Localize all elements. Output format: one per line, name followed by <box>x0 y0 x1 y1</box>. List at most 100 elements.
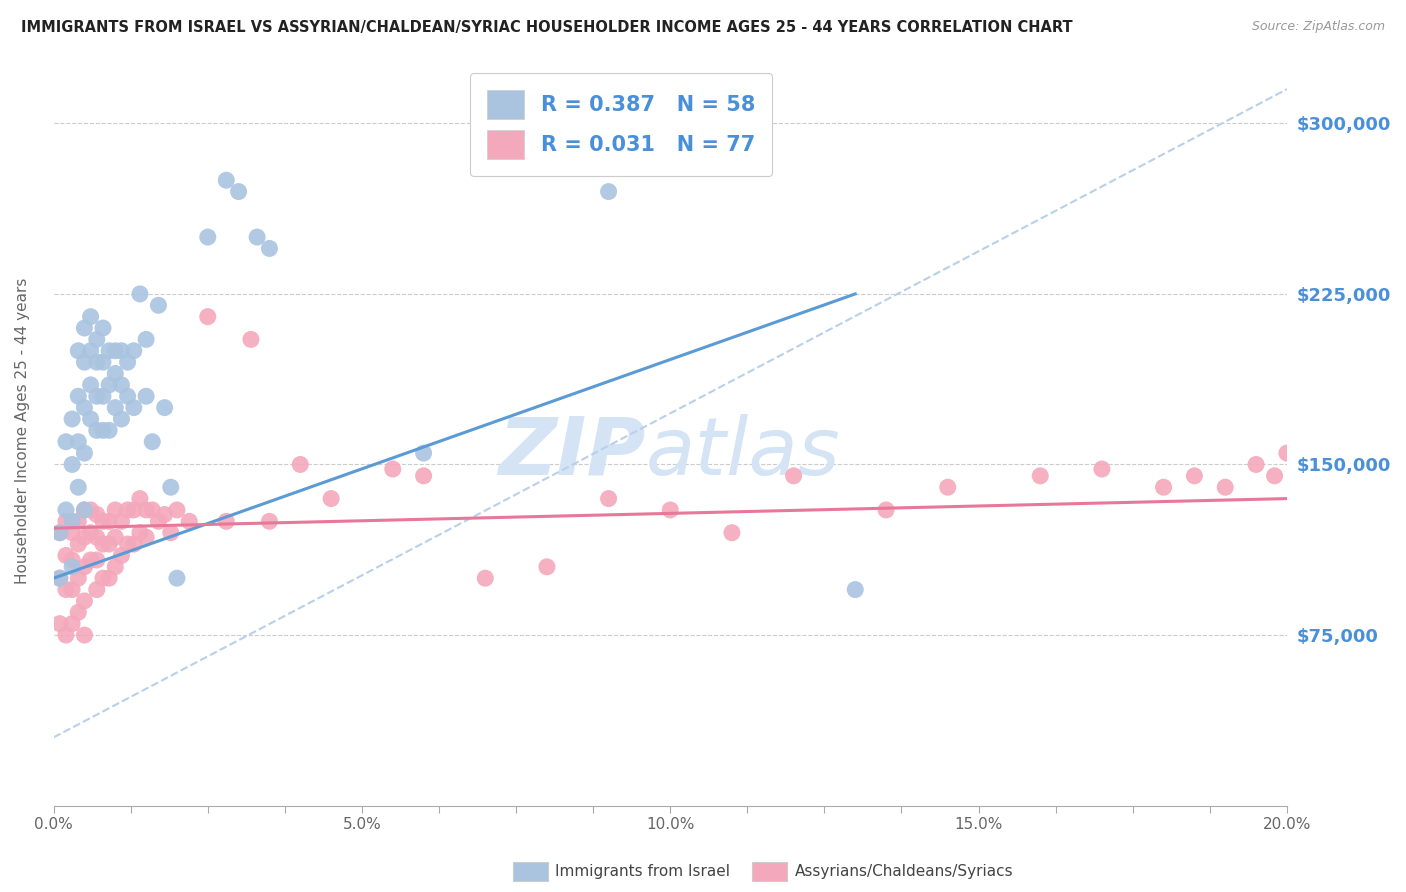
Text: Immigrants from Israel: Immigrants from Israel <box>555 864 730 879</box>
Point <box>197 230 219 244</box>
Point <box>936 480 959 494</box>
Legend: R = 0.387   N = 58, R = 0.031   N = 77: R = 0.387 N = 58, R = 0.031 N = 77 <box>470 73 772 176</box>
Point <box>60 514 83 528</box>
Point <box>55 503 77 517</box>
Point <box>86 508 108 522</box>
Point <box>98 537 121 551</box>
Point <box>135 503 157 517</box>
Point <box>67 571 90 585</box>
Point <box>110 514 132 528</box>
Point <box>122 343 145 358</box>
Point <box>67 480 90 494</box>
Point <box>49 525 72 540</box>
Text: Source: ZipAtlas.com: Source: ZipAtlas.com <box>1251 20 1385 33</box>
Point <box>86 423 108 437</box>
Point <box>55 514 77 528</box>
Point <box>1029 468 1052 483</box>
Point <box>60 582 83 597</box>
Point <box>79 553 101 567</box>
Point <box>412 446 434 460</box>
Point <box>86 332 108 346</box>
Point <box>86 389 108 403</box>
Point <box>73 559 96 574</box>
Point <box>91 321 114 335</box>
Point <box>117 503 139 517</box>
Point <box>91 571 114 585</box>
Point <box>73 503 96 517</box>
Point <box>117 355 139 369</box>
Point <box>122 401 145 415</box>
Text: ZIP: ZIP <box>498 414 645 491</box>
Point <box>67 343 90 358</box>
Point <box>55 582 77 597</box>
Point <box>166 571 188 585</box>
Point <box>110 549 132 563</box>
Point <box>1153 480 1175 494</box>
Point <box>412 468 434 483</box>
Point <box>215 173 238 187</box>
Point <box>49 616 72 631</box>
Point <box>259 242 281 256</box>
Point <box>67 514 90 528</box>
Point <box>86 355 108 369</box>
Point <box>166 503 188 517</box>
Point <box>1244 458 1267 472</box>
Point <box>79 343 101 358</box>
Point <box>110 343 132 358</box>
Point <box>1091 462 1114 476</box>
Point <box>129 525 152 540</box>
Point <box>104 367 127 381</box>
Point <box>844 582 866 597</box>
Point <box>122 503 145 517</box>
Point <box>875 503 897 517</box>
Text: atlas: atlas <box>645 414 841 491</box>
Point <box>98 343 121 358</box>
Point <box>73 503 96 517</box>
Point <box>141 434 163 449</box>
Point <box>117 389 139 403</box>
Point <box>1213 480 1236 494</box>
Point <box>474 571 496 585</box>
Point <box>259 514 281 528</box>
Point <box>98 571 121 585</box>
Point <box>79 377 101 392</box>
Point <box>122 537 145 551</box>
Point <box>159 525 181 540</box>
Point <box>1184 468 1206 483</box>
Point <box>782 468 804 483</box>
Point <box>110 377 132 392</box>
Y-axis label: Householder Income Ages 25 - 44 years: Householder Income Ages 25 - 44 years <box>15 277 30 583</box>
Text: Assyrians/Chaldeans/Syriacs: Assyrians/Chaldeans/Syriacs <box>794 864 1012 879</box>
Point <box>49 571 72 585</box>
Point <box>129 491 152 506</box>
Point <box>104 503 127 517</box>
Point <box>659 503 682 517</box>
Point <box>73 321 96 335</box>
Point <box>67 389 90 403</box>
Point <box>73 446 96 460</box>
Point <box>79 412 101 426</box>
Point <box>55 628 77 642</box>
Point <box>290 458 312 472</box>
Point <box>60 412 83 426</box>
Point <box>721 525 744 540</box>
Point <box>60 458 83 472</box>
Point <box>91 514 114 528</box>
Point <box>1264 468 1286 483</box>
Point <box>86 582 108 597</box>
Point <box>159 480 181 494</box>
Point <box>79 525 101 540</box>
Point <box>319 491 342 506</box>
Point <box>91 423 114 437</box>
Point <box>1275 446 1298 460</box>
Point <box>197 310 219 324</box>
Point <box>67 537 90 551</box>
Point <box>148 298 170 312</box>
Point <box>91 355 114 369</box>
Point <box>73 594 96 608</box>
Point <box>104 401 127 415</box>
Point <box>49 571 72 585</box>
Point <box>91 389 114 403</box>
Point <box>91 537 114 551</box>
Point <box>60 553 83 567</box>
